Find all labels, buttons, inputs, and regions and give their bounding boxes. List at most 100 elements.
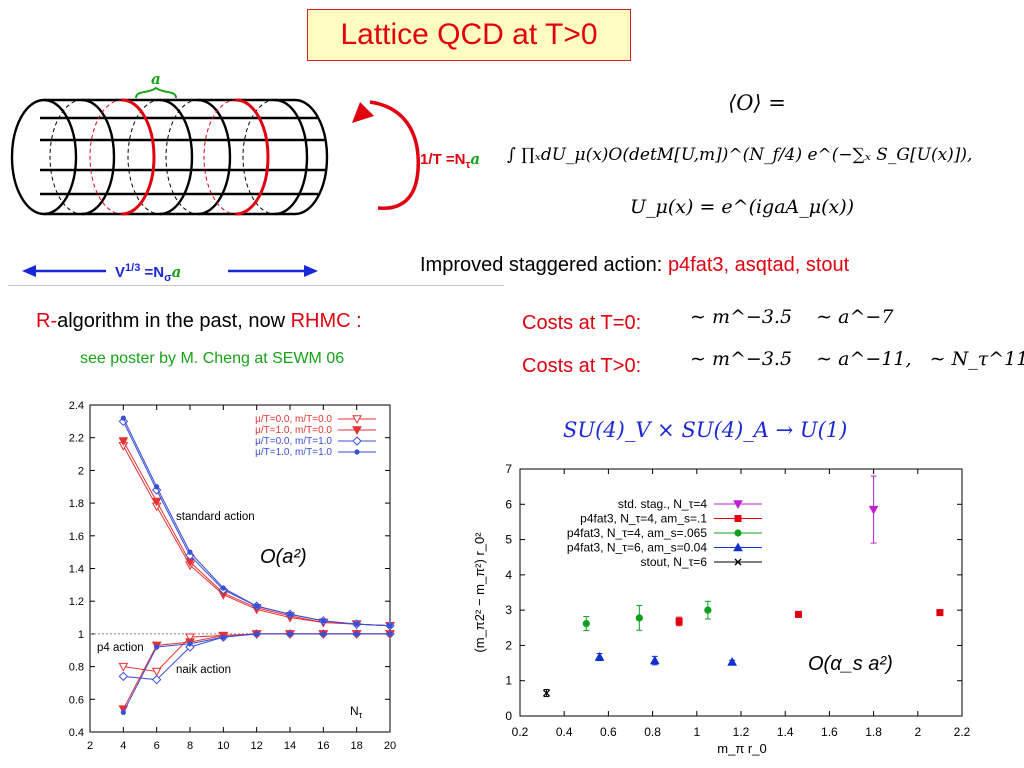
- annotation-p4: p4 action: [97, 642, 144, 654]
- costs-tpos-label: Costs at T>0:: [522, 355, 642, 377]
- annotation-order: O(a²): [260, 546, 307, 568]
- algorithm-line: R-algorithm in the past, now RHMC :: [36, 310, 362, 332]
- legend-marker: [352, 426, 362, 436]
- formula-line-1: ⟨O⟩ =: [728, 91, 786, 115]
- costs-t0-formula: ∼ m^−3.5 ∼ a^−7: [690, 306, 894, 328]
- data-point: [794, 610, 802, 618]
- data-point: [320, 631, 326, 637]
- y-tick-label: 0: [505, 709, 512, 723]
- legend-label: stout, N_τ=6: [641, 555, 708, 569]
- data-point: [704, 606, 712, 614]
- legend-marker: [733, 500, 743, 510]
- data-point: [320, 618, 326, 624]
- x-tick-label: 1.2: [733, 725, 750, 739]
- x-tick-label: 18: [351, 740, 363, 752]
- x-tick-label: 8: [187, 740, 193, 752]
- x-tick-label: 0.8: [644, 725, 661, 739]
- x-tick-label: 4: [120, 740, 126, 752]
- data-point: [868, 505, 879, 515]
- y-tick-label: 3: [505, 603, 512, 617]
- formula-line-3: U_μ(x) = e^(igaA_μ(x)): [630, 196, 855, 218]
- x-tick-label: 14: [284, 740, 296, 752]
- data-point: [936, 609, 944, 617]
- data-point: [543, 689, 551, 697]
- data-point: [254, 603, 260, 609]
- costs-tpos-formula: ∼ m^−3.5 ∼ a^−11, ∼ N_τ^11: [690, 348, 1024, 370]
- legend-marker: [352, 415, 362, 425]
- y-tick-label: 2: [78, 465, 84, 477]
- legend-marker: [734, 529, 742, 537]
- data-point: [675, 617, 683, 625]
- x-tick-label: 1.8: [865, 725, 882, 739]
- chart-taste-splitting: 0.2 0.4 0.6 0.8 1 1.2 1.4 1.6 1.8 2 2.2 0 1 2 3 4 5 6 7 std…: [472, 462, 970, 756]
- x-tick-label: 6: [154, 740, 160, 752]
- volume-label: V1/3 =Nσa: [115, 262, 182, 284]
- data-point: [151, 667, 162, 677]
- plot-frame: [519, 468, 963, 717]
- data-point: [254, 631, 260, 637]
- legend-marker: [354, 449, 360, 455]
- data-point: [187, 641, 193, 647]
- series-line-6: [122, 633, 390, 710]
- chart-plaquette: 2 4 6 8 10 12 14 16 18 20 0.4 0.6 0.8 1 1.2 1.4 1.6 1.8 2 2…: [69, 400, 396, 752]
- title-box: Lattice QCD at T>0: [307, 9, 631, 61]
- formula-line-2: ∫ ∏ₓdU_μ(x)O(detM[U,m])^(N_f/4) e^(−∑ₓ S…: [507, 145, 973, 165]
- x-axis-label: Nτ: [350, 704, 363, 720]
- temperature-label: 1/T =Nτa: [420, 150, 481, 171]
- y-tick-label: 1.2: [69, 596, 84, 608]
- y-tick-label: 4: [505, 568, 512, 582]
- data-point: [727, 656, 738, 666]
- legend-marker: [352, 436, 362, 446]
- legend-marker: [734, 515, 742, 522]
- y-tick-label: 2.2: [69, 433, 84, 445]
- improved-action-line: Improved staggered action: p4fat3, asqta…: [420, 254, 850, 276]
- y-tick-label: 0.8: [69, 662, 84, 674]
- legend-marker: [733, 542, 743, 552]
- data-point: [287, 631, 293, 637]
- legend-label: μ/T=1.0, m/T=0.0: [255, 425, 332, 436]
- data-point: [387, 631, 393, 637]
- data-point: [387, 623, 393, 629]
- data-point: [635, 614, 643, 622]
- series-line-0: [122, 445, 391, 627]
- legend-label: μ/T=1.0, m/T=1.0: [255, 447, 332, 458]
- series-line-1: [122, 440, 391, 627]
- data-point: [287, 611, 293, 617]
- data-point: [151, 497, 162, 507]
- y-tick-label: 1.8: [69, 498, 84, 510]
- data-point: [151, 674, 162, 685]
- legend-label: p4fat3, N_τ=4, am_s=.1: [580, 512, 707, 526]
- x-tick-label: 1.6: [821, 725, 838, 739]
- data-point: [154, 644, 160, 650]
- y-tick-label: 0.4: [69, 727, 84, 739]
- x-tick-label: 0.4: [556, 725, 573, 739]
- data-point: [118, 671, 129, 682]
- data-point: [187, 549, 193, 555]
- data-point: [649, 655, 660, 665]
- y-tick-label: 7: [505, 462, 512, 476]
- data-point: [220, 585, 226, 591]
- annotation-naik: naik action: [176, 664, 231, 676]
- annotation-order: O(α_s a²): [808, 653, 893, 675]
- data-point: [594, 652, 605, 661]
- legend-marker: [734, 558, 742, 566]
- x-tick-label: 16: [317, 740, 329, 752]
- lattice-diagram: [10, 86, 420, 277]
- x-tick-label: 12: [251, 740, 263, 752]
- y-tick-label: 1: [78, 629, 84, 641]
- y-tick-label: 2.4: [69, 400, 84, 412]
- data-point: [582, 619, 590, 628]
- x-tick-label: 20: [384, 740, 396, 752]
- data-point: [120, 415, 126, 421]
- y-tick-label: 5: [505, 533, 512, 547]
- x-tick-label: 2: [914, 725, 921, 739]
- y-tick-label: 2: [505, 638, 512, 652]
- legend-label: p4fat3, N_τ=6, am_s=0.04: [567, 541, 707, 555]
- x-tick-label: 1: [693, 725, 700, 739]
- y-tick-label: 1.4: [69, 564, 84, 576]
- spacing-label: a: [151, 70, 161, 88]
- series-line-5: [123, 633, 390, 681]
- y-tick-label: 1: [505, 674, 512, 688]
- data-point: [185, 633, 195, 643]
- costs-t0-label: Costs at T=0:: [522, 312, 642, 334]
